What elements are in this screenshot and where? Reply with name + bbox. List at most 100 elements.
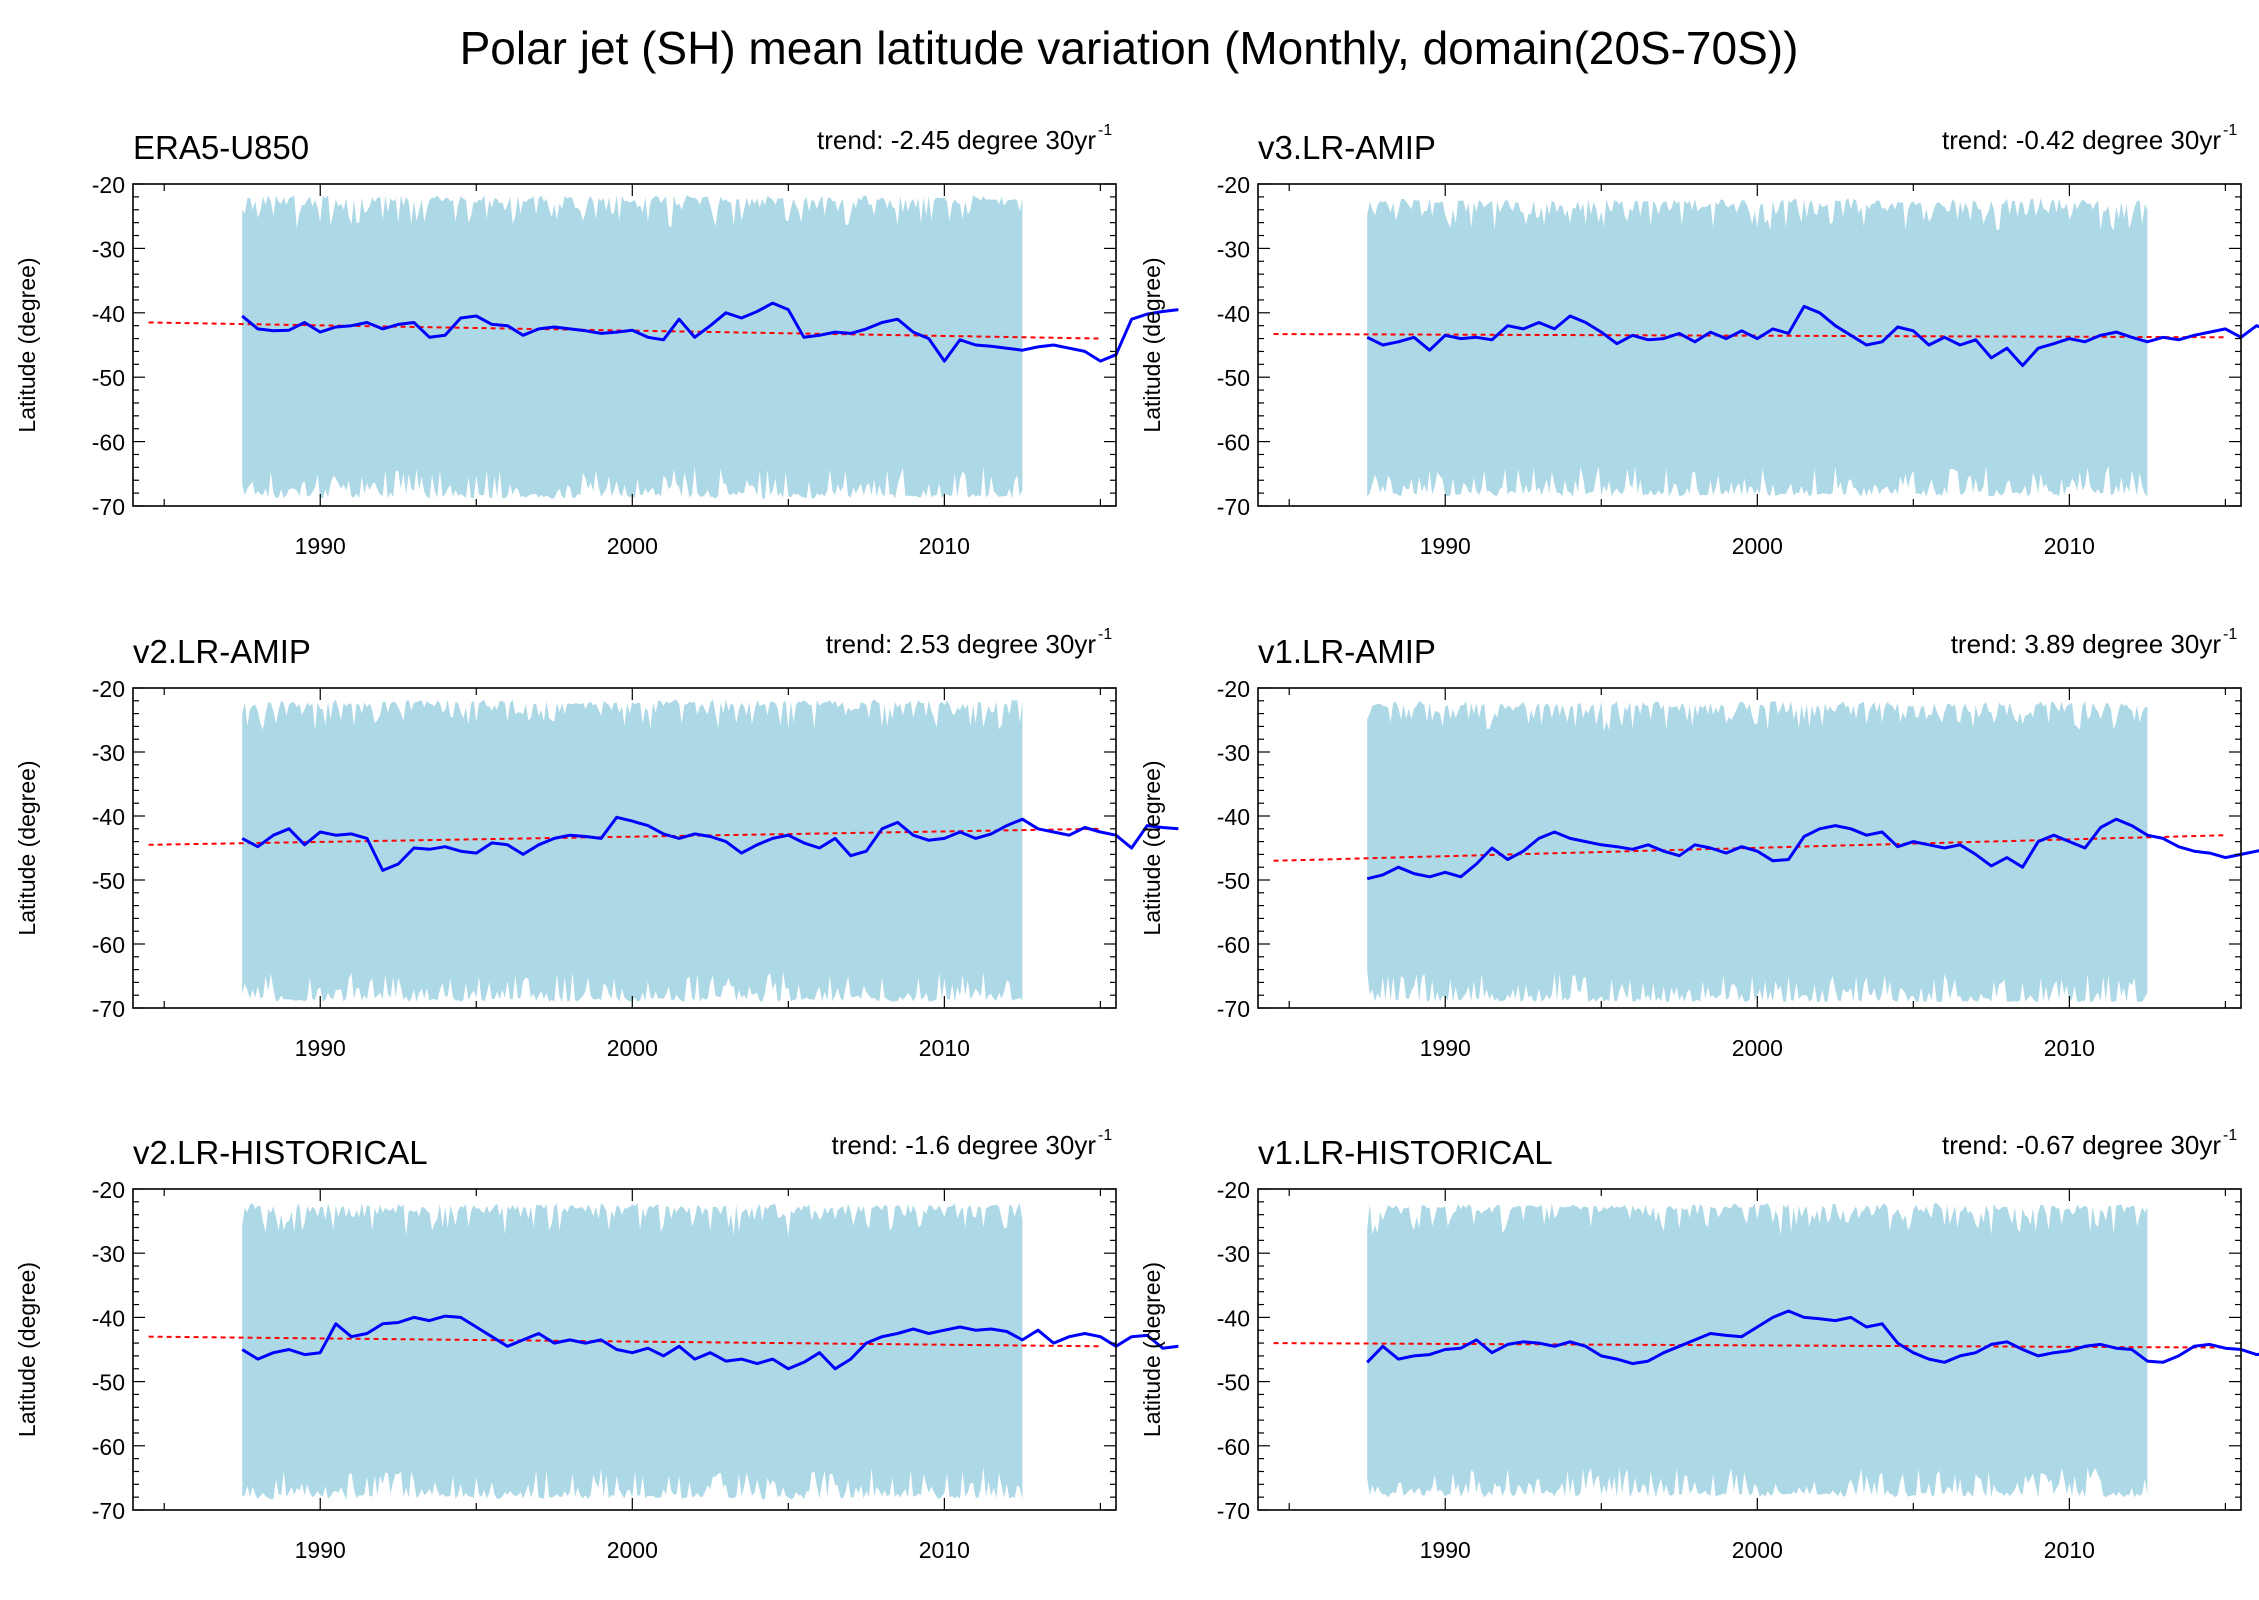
series-line — [241, 1314, 1179, 1371]
y-axis-label: Latitude (degree) — [14, 760, 40, 935]
y-tick-label: -40 — [92, 301, 125, 327]
y-tick-label: -30 — [92, 1241, 125, 1267]
y-tick-label: -20 — [1217, 172, 1250, 198]
y-tick-label: -50 — [1217, 365, 1250, 391]
figure-title: Polar jet (SH) mean latitude variation (… — [460, 22, 1799, 74]
y-tick-label: -30 — [92, 236, 125, 262]
trend-line — [148, 827, 1101, 846]
trend-annotation: trend: -1.6 degree 30yr — [832, 1130, 1097, 1160]
axes-frame — [1257, 1188, 2242, 1511]
axes-frame — [132, 183, 1117, 507]
x-tick-label: 1990 — [295, 533, 346, 559]
x-tick-label: 2000 — [1732, 533, 1783, 559]
y-tick-label: -60 — [92, 932, 125, 958]
x-tick-label: 1990 — [295, 1537, 346, 1563]
y-tick-label: -70 — [92, 1498, 125, 1524]
trend-line — [1273, 1342, 2226, 1349]
axes-frame — [132, 687, 1117, 1009]
chart-panel: -20 -30 -40 -50 -60 -70 1990 2000 2010 Latitude (… — [14, 626, 1179, 1061]
trend-annotation: trend: 2.53 degree 30yr — [826, 629, 1097, 659]
y-tick-label: -20 — [1217, 1177, 1250, 1203]
y-tick-label: -20 — [92, 676, 125, 702]
y-tick-label: -50 — [1217, 868, 1250, 894]
series-line — [241, 815, 1179, 872]
panel-title: v1.LR-HISTORICAL — [1258, 1134, 1553, 1171]
y-tick-label: -50 — [92, 868, 125, 894]
range-band — [1367, 198, 2148, 497]
panel-title: v2.LR-HISTORICAL — [133, 1134, 428, 1171]
panel-title: v3.LR-AMIP — [1258, 129, 1436, 166]
y-tick-label: -50 — [1217, 1370, 1250, 1396]
series-line — [241, 301, 1179, 363]
y-tick-label: -20 — [92, 172, 125, 198]
trend-annotation-superscript: -1 — [1098, 122, 1112, 139]
y-tick-label: -30 — [1217, 740, 1250, 766]
range-band — [242, 699, 1023, 1002]
y-tick-label: -30 — [1217, 236, 1250, 262]
trend-line — [148, 1335, 1101, 1348]
trend-annotation: trend: -0.67 degree 30yr — [1942, 1130, 2221, 1160]
x-tick-label: 2000 — [607, 1537, 658, 1563]
trend-annotation: trend: -0.42 degree 30yr — [1942, 125, 2221, 155]
chart-panel: -20 -30 -40 -50 -60 -70 1990 2000 2010 Latitude (… — [14, 122, 1179, 559]
axes-frame — [1257, 687, 2242, 1009]
trend-line — [148, 321, 1101, 340]
y-tick-label: -60 — [1217, 430, 1250, 456]
y-tick-label: -30 — [1217, 1241, 1250, 1267]
series-line — [1366, 817, 2259, 881]
trend-line — [1273, 333, 2226, 339]
chart-panel: -20 -30 -40 -50 -60 -70 1990 2000 2010 Latitude (… — [14, 1127, 1179, 1563]
y-tick-label: -50 — [92, 365, 125, 391]
x-tick-label: 1990 — [1420, 533, 1471, 559]
x-tick-label: 2000 — [1732, 1537, 1783, 1563]
trend-annotation-superscript: -1 — [2223, 1127, 2237, 1144]
y-tick-label: -70 — [92, 494, 125, 520]
trend-annotation-superscript: -1 — [2223, 122, 2237, 139]
y-tick-label: -30 — [92, 740, 125, 766]
trend-annotation-superscript: -1 — [2223, 626, 2237, 643]
axes-frame — [132, 1188, 1117, 1511]
y-tick-label: -50 — [92, 1370, 125, 1396]
y-tick-label: -20 — [1217, 676, 1250, 702]
x-tick-label: 1990 — [1420, 1537, 1471, 1563]
chart-panel: -20 -30 -40 -50 -60 -70 1990 2000 2010 Latitude (… — [1139, 1127, 2259, 1563]
y-tick-label: -70 — [92, 996, 125, 1022]
y-tick-label: -40 — [1217, 301, 1250, 327]
trend-annotation-superscript: -1 — [1098, 626, 1112, 643]
y-tick-label: -70 — [1217, 494, 1250, 520]
range-band — [1367, 1203, 2148, 1498]
y-axis-label: Latitude (degree) — [1139, 760, 1165, 935]
x-tick-label: 2000 — [1732, 1035, 1783, 1061]
y-axis-label: Latitude (degree) — [14, 1262, 40, 1437]
chart-panel: -20 -30 -40 -50 -60 -70 1990 2000 2010 Latitude (… — [1139, 122, 2259, 559]
panel-title: v1.LR-AMIP — [1258, 633, 1436, 670]
series-line — [1366, 304, 2259, 368]
x-tick-label: 1990 — [295, 1035, 346, 1061]
x-tick-label: 2010 — [2044, 1537, 2095, 1563]
trend-annotation: trend: 3.89 degree 30yr — [1951, 629, 2222, 659]
x-tick-label: 2000 — [607, 1035, 658, 1061]
axes-frame — [1257, 183, 2242, 507]
series-line — [1366, 1309, 2259, 1366]
y-tick-label: -60 — [92, 1434, 125, 1460]
trend-annotation-superscript: -1 — [1098, 1127, 1112, 1144]
trend-annotation: trend: -2.45 degree 30yr — [817, 125, 1096, 155]
y-tick-label: -60 — [92, 430, 125, 456]
y-tick-label: -40 — [1217, 804, 1250, 830]
y-tick-label: -70 — [1217, 996, 1250, 1022]
y-tick-label: -70 — [1217, 1498, 1250, 1524]
panel-title: ERA5-U850 — [133, 129, 309, 166]
y-axis-label: Latitude (degree) — [14, 257, 40, 432]
x-tick-label: 2010 — [919, 1537, 970, 1563]
x-tick-label: 2010 — [2044, 1035, 2095, 1061]
y-tick-label: -40 — [1217, 1305, 1250, 1331]
y-tick-label: -60 — [1217, 1434, 1250, 1460]
x-tick-label: 2010 — [919, 1035, 970, 1061]
x-tick-label: 2000 — [607, 533, 658, 559]
panel-title: v2.LR-AMIP — [133, 633, 311, 670]
y-tick-label: -60 — [1217, 932, 1250, 958]
y-tick-label: -20 — [92, 1177, 125, 1203]
y-axis-label: Latitude (degree) — [1139, 1262, 1165, 1437]
y-tick-label: -40 — [92, 804, 125, 830]
